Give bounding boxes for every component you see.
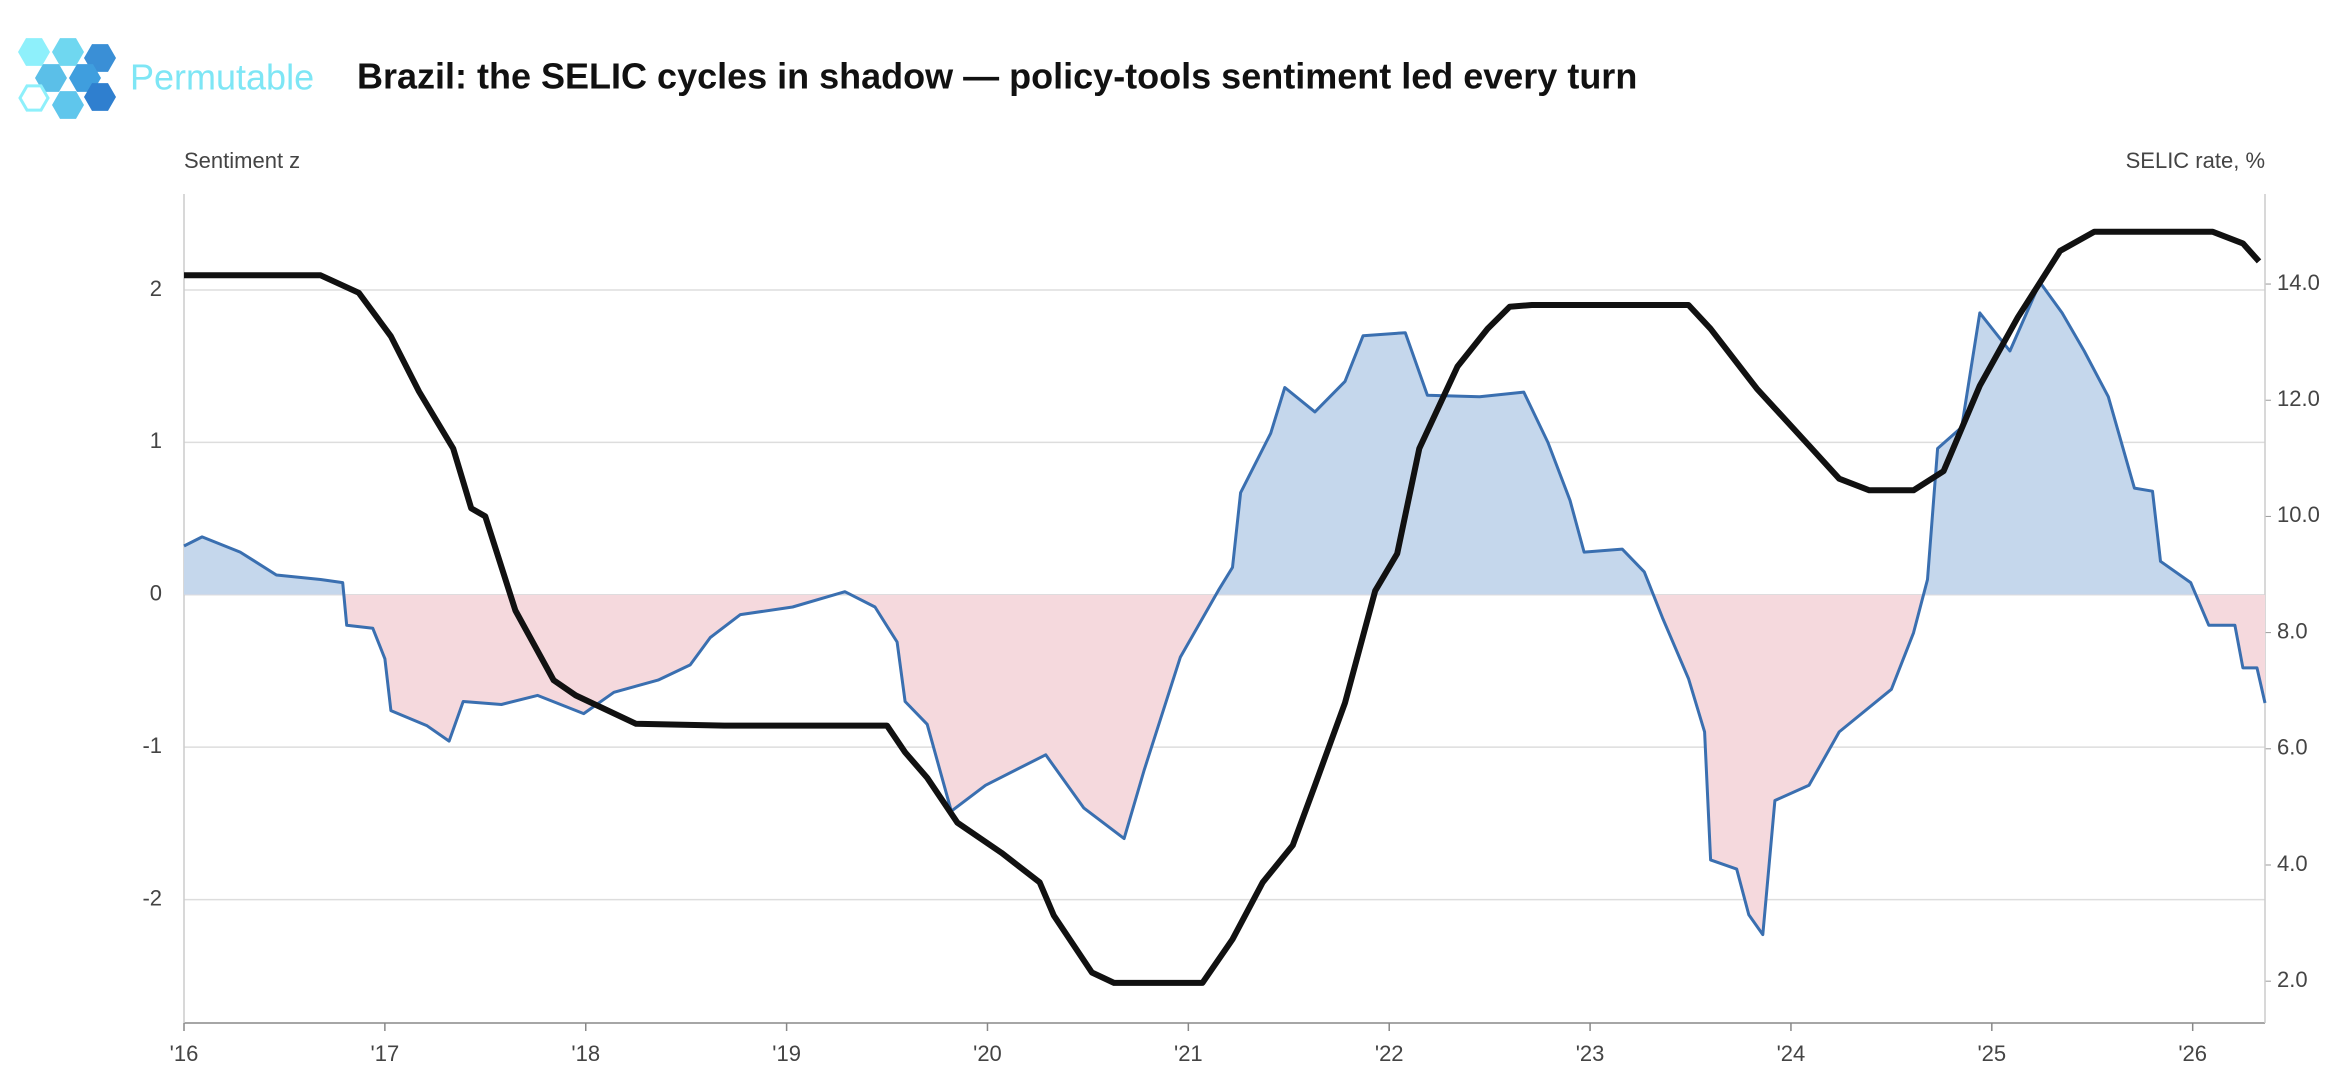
y2-axis-label: SELIC rate, % [2126, 148, 2265, 173]
brand: Permutable [130, 57, 314, 98]
x-tick-label: '17 [371, 1041, 400, 1066]
logo-hex [52, 91, 84, 119]
logo-hex [84, 83, 116, 111]
y2-tick-label: 2.0 [2277, 967, 2308, 992]
x-tick-label: '24 [1777, 1041, 1806, 1066]
x-tick-label: '18 [571, 1041, 600, 1066]
y-tick-label: -1 [142, 733, 162, 758]
y2-tick-label: 4.0 [2277, 851, 2308, 876]
y-tick-label: -2 [142, 885, 162, 910]
y-tick-label: 1 [150, 428, 162, 453]
logo-hex [52, 38, 84, 66]
x-tick-label: '23 [1576, 1041, 1605, 1066]
x-tick-label: '25 [1977, 1041, 2006, 1066]
y-tick-label: 2 [150, 276, 162, 301]
y-tick-label: 0 [150, 581, 162, 606]
y2-tick-label: 12.0 [2277, 386, 2320, 411]
y2-tick-label: 6.0 [2277, 735, 2308, 760]
line [183, 280, 2267, 937]
y2-tick-label: 8.0 [2277, 618, 2308, 643]
y2-tick-label: 10.0 [2277, 502, 2320, 527]
x-tick-label: '21 [1174, 1041, 1203, 1066]
x-tick-label: '22 [1375, 1041, 1404, 1066]
area-positive [184, 282, 2196, 595]
y2-tick-label: 14.0 [2277, 270, 2320, 295]
logo-hex [18, 38, 50, 66]
x-tick-label: '20 [973, 1041, 1002, 1066]
x-tick-label: '16 [170, 1041, 199, 1066]
area-negative [184, 594, 2265, 935]
chart-title: Brazil: the SELIC cycles in shadow — pol… [357, 56, 1637, 97]
logo-hex [35, 64, 67, 92]
line [184, 228, 2262, 986]
x-tick-label: '26 [2178, 1041, 2207, 1066]
logo-hex-outline [18, 84, 50, 112]
y-axis-label: Sentiment z [184, 148, 300, 173]
logo [18, 38, 116, 119]
x-tick-label: '19 [772, 1041, 801, 1066]
